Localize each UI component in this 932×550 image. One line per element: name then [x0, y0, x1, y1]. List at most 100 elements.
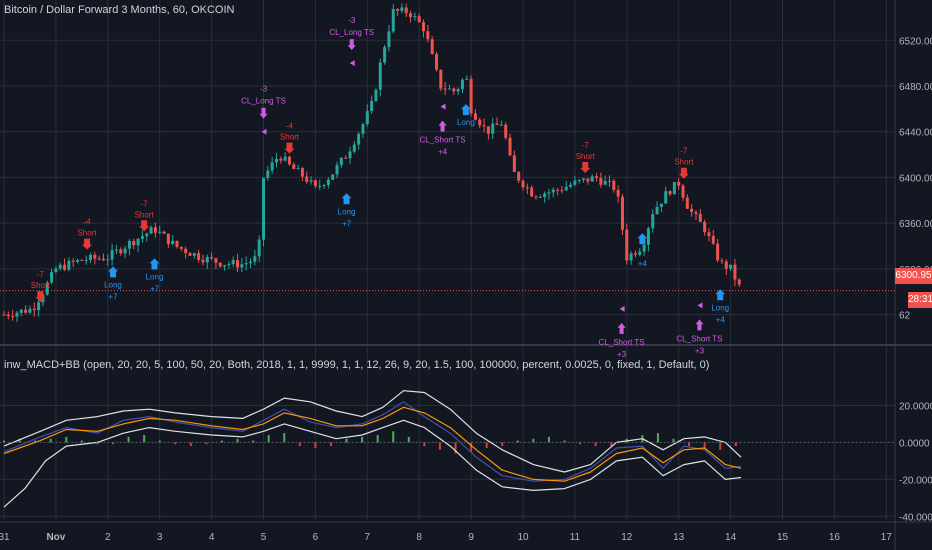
candle-body — [305, 176, 309, 182]
candle-body — [560, 190, 564, 192]
trade-marker-short: -4 Short — [280, 122, 300, 154]
histogram-bar — [143, 435, 146, 443]
candle-body — [318, 185, 322, 187]
trade-marker-short: -4 Short — [77, 218, 97, 250]
short-arrow-icon — [82, 238, 93, 250]
histogram-bar — [547, 436, 550, 443]
histogram-bar — [174, 442, 177, 445]
trade-marker-close: -3 CL_Long TS — [241, 85, 286, 135]
short-arrow-icon — [678, 167, 689, 179]
histogram-bar — [111, 442, 114, 445]
histogram-bar — [3, 440, 5, 443]
candle-body — [63, 264, 67, 270]
candle-body — [67, 260, 71, 270]
candle-body — [153, 227, 157, 233]
candle-body — [681, 185, 685, 198]
candle-body — [525, 187, 529, 189]
histogram-bar — [579, 442, 582, 445]
candle-body — [577, 179, 581, 181]
candle-body — [378, 62, 382, 90]
candle-body — [590, 176, 594, 182]
candle-body — [50, 272, 54, 283]
long-arrow-icon — [460, 104, 471, 116]
trade-label: Long — [711, 303, 729, 312]
long-arrow-icon — [637, 233, 648, 245]
candle-body — [119, 249, 123, 254]
trade-marker-long: +4 — [637, 233, 647, 268]
histogram-bar — [80, 440, 83, 443]
long-arrow-icon — [107, 266, 118, 278]
symbol-title: Bitcoin / Dollar Forward 3 Months, 60, O… — [4, 4, 235, 16]
candle-body — [123, 248, 127, 254]
candle-body — [569, 184, 573, 187]
candle-body — [422, 22, 426, 32]
macd-axis-tick: -40.0000 — [899, 512, 932, 523]
trade-qty: +7 — [342, 219, 352, 228]
trade-qty: +3 — [617, 350, 627, 359]
candle-body — [279, 158, 283, 161]
trade-marker-close: CL_Short TS +3 — [676, 302, 723, 355]
indicator-title: inw_MACD+BB (open, 20, 20, 5, 100, 50, 2… — [4, 359, 710, 371]
candle-body — [2, 314, 6, 316]
close-arrow-icon — [438, 120, 447, 132]
trade-qty: -4 — [286, 122, 294, 131]
long-arrow-icon — [149, 258, 160, 270]
histogram-bar — [34, 440, 37, 443]
trade-label: Short — [674, 158, 694, 167]
candle-body — [175, 240, 179, 247]
candle-body — [262, 177, 265, 240]
close-marker-icon — [697, 302, 703, 309]
trade-label: CL_Short TS — [599, 338, 645, 347]
short-arrow-icon — [580, 162, 591, 173]
trade-marker-close: -3 CL_Long TS — [329, 16, 374, 67]
candle-body — [659, 203, 663, 207]
candle-body — [374, 89, 378, 101]
trade-label: CL_Long TS — [241, 97, 286, 106]
price-axis-tick: 6520.00 — [899, 36, 932, 47]
trade-label: Long — [457, 118, 475, 127]
trade-label: CL_Short TS — [676, 334, 722, 343]
candle-body — [93, 254, 97, 259]
candle-body — [495, 123, 499, 125]
candle-body — [417, 16, 421, 23]
candle-body — [244, 263, 248, 265]
candle-body — [266, 170, 270, 178]
candle-body — [724, 261, 728, 269]
candle-body — [430, 39, 434, 55]
lower-band-line — [3, 419, 742, 508]
candle-body — [482, 125, 486, 127]
trade-qty: -7 — [141, 199, 149, 208]
candle-body — [197, 253, 201, 260]
candle-body — [6, 314, 10, 317]
histogram-bar — [407, 436, 410, 443]
last-price-tag: 6300.95 — [895, 268, 932, 284]
histogram-bar — [345, 438, 348, 443]
trade-label: Short — [280, 133, 300, 142]
short-arrow-icon — [139, 220, 150, 232]
candle-body — [313, 180, 317, 186]
histogram-bar — [563, 440, 566, 443]
candle-body — [452, 88, 456, 92]
close-marker-icon — [619, 305, 625, 312]
histogram-bar — [656, 433, 659, 443]
candle-body — [460, 79, 464, 90]
candle-body — [573, 180, 577, 185]
histogram-bar — [361, 436, 364, 443]
candle-body — [370, 100, 374, 112]
trade-qty: +4 — [716, 315, 726, 324]
candle-body — [694, 212, 698, 214]
candle-body — [309, 180, 313, 182]
candle-body — [344, 157, 348, 159]
candle-body — [387, 31, 391, 48]
candle-body — [365, 111, 369, 125]
histogram-bar — [298, 442, 301, 447]
candle-body — [703, 221, 707, 233]
candle-body — [45, 282, 49, 295]
candle-body — [249, 261, 253, 264]
time-axis-tick: 7 — [365, 532, 371, 543]
candle-body — [192, 253, 196, 256]
histogram-bar — [96, 442, 99, 445]
trade-qty: -3 — [260, 85, 268, 94]
candle-body — [729, 264, 733, 269]
time-axis-tick: 3 — [157, 532, 163, 543]
